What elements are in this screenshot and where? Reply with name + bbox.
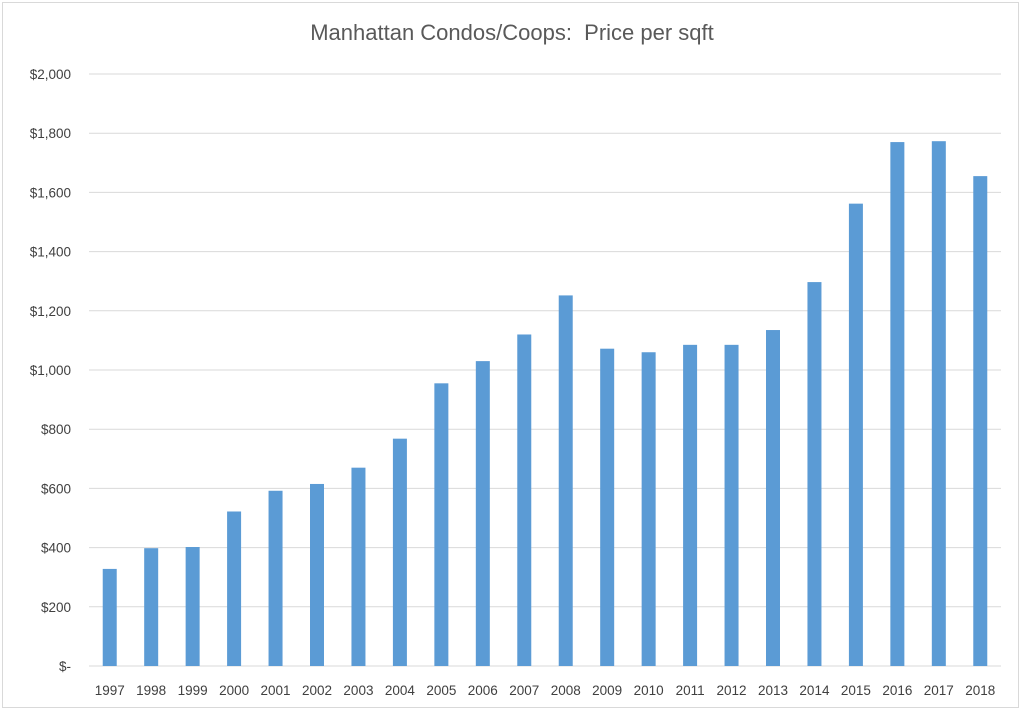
bar-2000 — [227, 511, 242, 666]
y-tick-label: $1,000 — [30, 363, 71, 378]
bars — [102, 141, 988, 666]
x-tick-label: 2008 — [551, 683, 581, 698]
bar-2016 — [890, 142, 905, 666]
x-tick-label: 1998 — [136, 683, 166, 698]
y-tick-label: $1,600 — [30, 185, 71, 200]
x-tick-label: 2014 — [799, 683, 830, 698]
x-tick-label: 2003 — [343, 683, 373, 698]
y-tick-label: $800 — [41, 422, 71, 437]
bar-1997 — [102, 568, 117, 666]
bar-1998 — [144, 548, 159, 666]
x-tick-label: 2018 — [965, 683, 995, 698]
x-tick-label: 2017 — [924, 683, 954, 698]
x-tick-label: 2011 — [676, 683, 705, 698]
bar-2017 — [931, 141, 946, 666]
bar-2014 — [807, 282, 822, 666]
bar-2005 — [434, 383, 449, 666]
bar-2003 — [351, 467, 366, 666]
x-tick-label: 2004 — [385, 683, 416, 698]
x-tick-label: 2001 — [261, 683, 291, 698]
x-tick-label: 2016 — [882, 683, 912, 698]
bar-2013 — [766, 330, 780, 666]
x-tick-label: 2012 — [717, 683, 747, 698]
x-tick-label: 2000 — [219, 683, 249, 698]
bar-2008 — [558, 295, 573, 666]
bar-2006 — [475, 361, 490, 666]
bar-2007 — [517, 334, 532, 666]
y-tick-label: $- — [59, 659, 71, 674]
y-tick-label: $2,000 — [30, 67, 71, 82]
x-tick-label: 2002 — [302, 683, 332, 698]
bar-1999 — [185, 547, 200, 666]
bar-2012 — [724, 344, 739, 666]
bar-2002 — [310, 483, 324, 666]
x-tick-label: 2010 — [634, 683, 664, 698]
x-tick-label: 2006 — [468, 683, 498, 698]
x-tick-label: 1997 — [95, 683, 125, 698]
y-tick-label: $200 — [41, 600, 71, 615]
bar-2001 — [268, 490, 283, 666]
x-tick-label: 2015 — [841, 683, 871, 698]
bar-2018 — [973, 176, 988, 666]
x-tick-label: 2009 — [592, 683, 622, 698]
y-tick-label: $600 — [41, 481, 71, 496]
y-tick-label: $1,400 — [30, 245, 71, 260]
bar-2010 — [641, 352, 656, 666]
bar-2004 — [392, 438, 407, 666]
x-tick-label: 1999 — [178, 683, 208, 698]
bar-2015 — [848, 203, 863, 666]
chart-title: Manhattan Condos/Coops: Price per sqft — [310, 20, 714, 45]
x-tick-label: 2007 — [509, 683, 539, 698]
bar-2009 — [600, 348, 615, 666]
bar-2011 — [683, 344, 698, 666]
x-axis-tick-labels: 1997 1998 1999 2000 2001 2002 2003 2004 2005 2006… — [95, 683, 996, 698]
gridlines — [89, 73, 1001, 667]
y-axis-tick-labels: $- $200 $400 $600 $800 $1,000 $1,200 $1,400 $1,6… — [30, 67, 71, 674]
y-tick-label: $1,800 — [30, 126, 71, 141]
x-tick-label: 2005 — [426, 683, 456, 698]
x-tick-label: 2013 — [758, 683, 788, 698]
y-tick-label: $400 — [41, 541, 71, 556]
y-tick-label: $1,200 — [30, 304, 71, 319]
